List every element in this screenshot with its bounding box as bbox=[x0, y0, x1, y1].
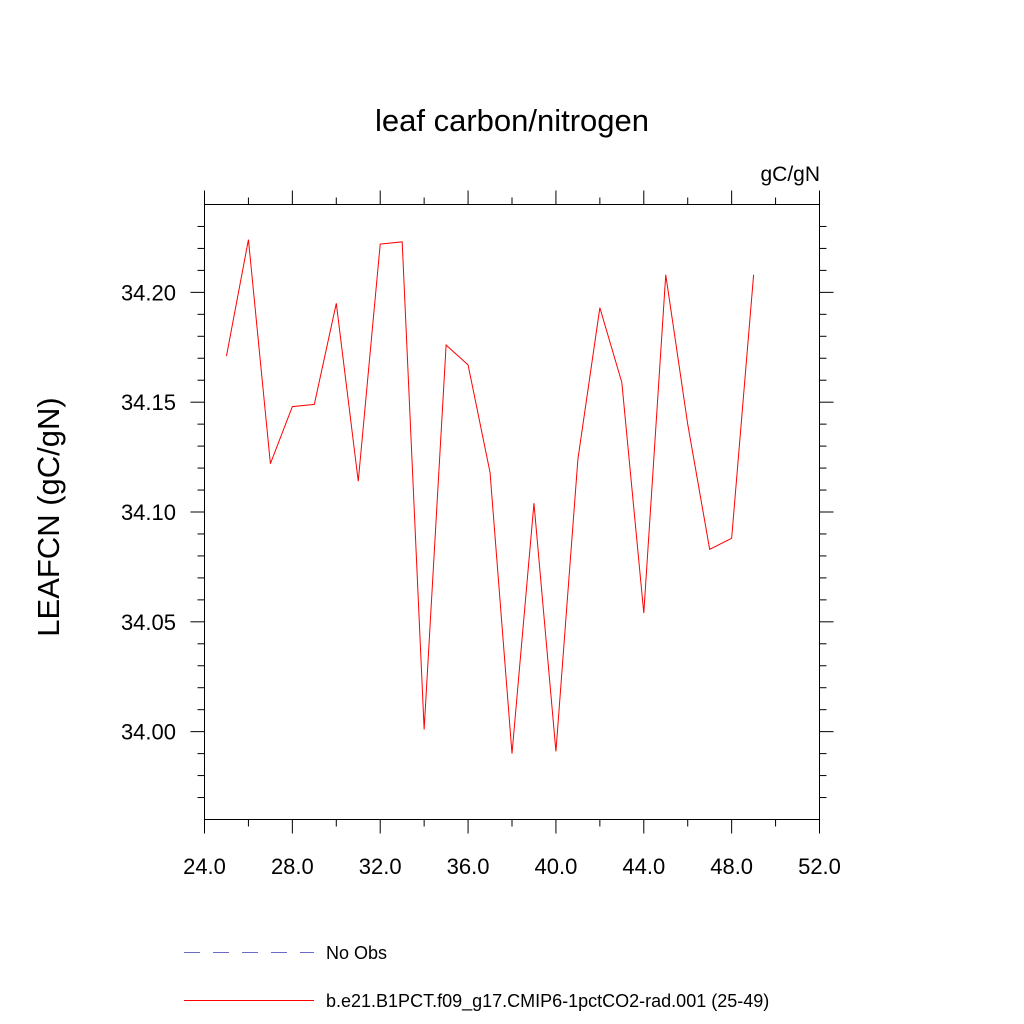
y-axis-label: LEAFCN (gC/gN) bbox=[31, 397, 66, 636]
y-tick-label: 34.10 bbox=[121, 500, 176, 525]
plot-frame bbox=[204, 204, 820, 820]
x-tick-label: 24.0 bbox=[183, 854, 226, 879]
x-tick-label: 44.0 bbox=[622, 854, 665, 879]
x-tick-label: 36.0 bbox=[447, 854, 490, 879]
legend: No Obs b.e21.B1PCT.f09_g17.CMIP6-1pctCO2-… bbox=[184, 943, 769, 1012]
y-tick-label: 34.05 bbox=[121, 610, 176, 635]
x-tick-label: 48.0 bbox=[710, 854, 753, 879]
x-tick-label: 32.0 bbox=[359, 854, 402, 879]
y-tick-label: 34.00 bbox=[121, 720, 176, 745]
chart-title: leaf carbon/nitrogen bbox=[375, 103, 649, 138]
x-tick-label: 40.0 bbox=[535, 854, 578, 879]
x-tick-label: 52.0 bbox=[798, 854, 841, 879]
y-tick-label: 34.20 bbox=[121, 280, 176, 305]
y-tick-label: 34.15 bbox=[121, 390, 176, 415]
legend-label: b.e21.B1PCT.f09_g17.CMIP6-1pctCO2-rad.00… bbox=[326, 991, 769, 1012]
legend-label: No Obs bbox=[326, 943, 387, 963]
axis-ticks bbox=[190, 190, 834, 834]
series-line bbox=[225, 239, 755, 754]
tick-labels: 24.0 28.0 32.0 36.0 40.0 44.0 48.0 52.0 34.00 34.… bbox=[121, 280, 841, 879]
x-tick-label: 28.0 bbox=[271, 854, 314, 879]
series-layer bbox=[225, 239, 755, 754]
units-label: gC/gN bbox=[760, 163, 820, 186]
